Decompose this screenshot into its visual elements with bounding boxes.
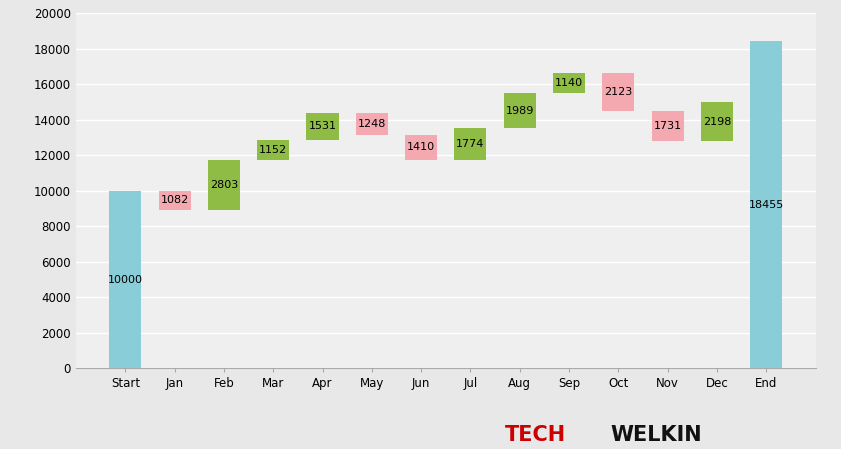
Bar	[602, 73, 634, 110]
Bar	[109, 191, 141, 368]
Text: 10000: 10000	[108, 274, 143, 285]
Bar	[257, 140, 289, 160]
Text: 1152: 1152	[259, 145, 288, 155]
Text: 2123: 2123	[604, 87, 632, 97]
Bar	[750, 41, 782, 368]
Text: 1531: 1531	[309, 121, 336, 131]
Text: TECH: TECH	[505, 424, 566, 445]
Bar	[356, 113, 388, 135]
Text: 1410: 1410	[407, 142, 435, 152]
Bar	[405, 135, 437, 160]
Bar	[553, 73, 585, 93]
Text: 1082: 1082	[161, 195, 188, 206]
Bar	[504, 93, 536, 128]
Text: 18455: 18455	[748, 199, 784, 210]
Text: 2198: 2198	[702, 117, 731, 127]
Text: WELKIN: WELKIN	[611, 424, 702, 445]
Bar	[208, 160, 240, 210]
Bar	[159, 191, 191, 210]
Text: 1731: 1731	[653, 121, 681, 131]
Text: 1774: 1774	[456, 139, 484, 149]
Text: 2803: 2803	[209, 180, 238, 190]
Bar	[306, 113, 339, 140]
Text: 1140: 1140	[555, 78, 583, 88]
Text: 1989: 1989	[505, 106, 534, 116]
Bar	[701, 102, 733, 141]
Bar	[652, 110, 684, 141]
Bar	[454, 128, 486, 160]
Text: 1248: 1248	[357, 119, 386, 129]
